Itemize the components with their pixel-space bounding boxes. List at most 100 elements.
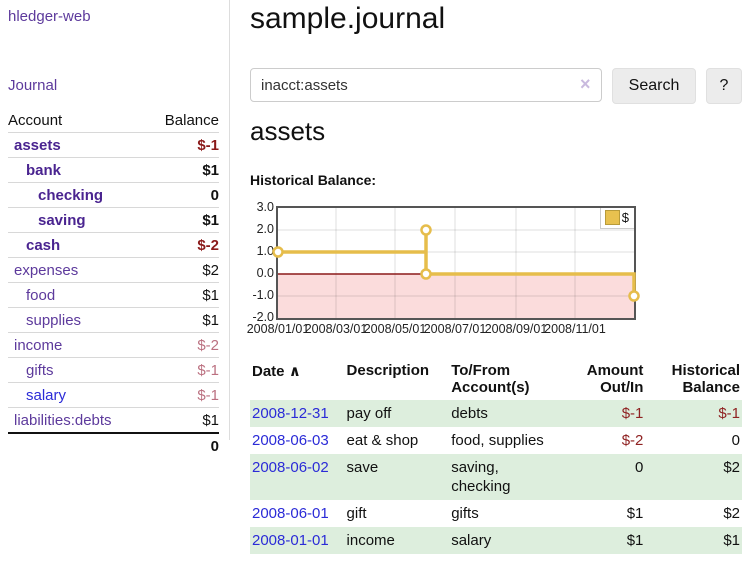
app-brand-link[interactable]: hledger-web: [8, 8, 91, 25]
x-tick: 2008/09/01: [484, 322, 548, 336]
col-header-account: To/From Account(s): [451, 362, 530, 396]
col-header-description: Description: [346, 362, 430, 379]
transaction-description: pay off: [346, 405, 392, 422]
register-row[interactable]: 2008-01-01 income salary $1 $1: [250, 527, 742, 554]
sidebar-item-expenses[interactable]: expenses: [14, 261, 79, 279]
data-point[interactable]: [420, 224, 432, 236]
sidebar-item-supplies[interactable]: supplies: [26, 311, 82, 329]
transaction-date-link[interactable]: 2008-06-03: [252, 432, 329, 449]
y-tick: 2.0: [256, 222, 274, 236]
balance-value: $-1: [197, 386, 219, 404]
balance-value: $-2: [197, 236, 219, 254]
accounts-table: Account Balance assets $-1 bank $1 checkin…: [8, 108, 219, 458]
page-title: sample.journal: [250, 2, 446, 35]
negative-region: [278, 274, 634, 318]
transaction-amount: 0: [635, 459, 644, 476]
balance-value: $-1: [197, 136, 219, 154]
accounts-col-account: Account: [8, 111, 63, 129]
sidebar-item-gifts[interactable]: gifts: [26, 361, 54, 379]
chart-title: Historical Balance:: [250, 172, 377, 188]
x-tick: 2008/11/01: [544, 322, 606, 336]
register-row[interactable]: 2008-06-02 save saving, checking 0 $2: [250, 454, 742, 500]
transaction-date-link[interactable]: 2008-06-01: [252, 505, 329, 522]
chart-legend: $: [599, 208, 634, 229]
search-form: × Search ?: [250, 68, 742, 106]
transaction-accounts: debts: [451, 405, 488, 422]
balance-chart[interactable]: $: [272, 206, 640, 320]
accounts-total: 0: [210, 437, 219, 455]
data-point[interactable]: [628, 290, 640, 302]
transaction-balance: 0: [731, 432, 740, 449]
col-header-balance: Historical Balance: [671, 362, 740, 396]
sidebar: hledger-web Journal Account Balance asse…: [0, 0, 230, 455]
balance-value: $-1: [197, 361, 219, 379]
balance-value: 0: [210, 186, 219, 204]
sidebar-item-journal[interactable]: Journal: [8, 77, 58, 94]
legend-label: $: [621, 210, 629, 225]
x-tick: 2008/01/01: [246, 322, 310, 336]
col-header-date[interactable]: Date ∧: [252, 363, 301, 380]
transaction-description: save: [346, 459, 379, 476]
sidebar-item-food[interactable]: food: [26, 286, 56, 304]
y-tick: 1.0: [256, 244, 274, 258]
transaction-amount: $1: [626, 505, 644, 522]
data-point[interactable]: [272, 246, 284, 258]
data-point[interactable]: [420, 268, 432, 280]
help-button[interactable]: ?: [706, 68, 742, 104]
x-tick: 2008/05/01: [363, 322, 427, 336]
transaction-accounts: saving, checking: [451, 459, 511, 495]
transaction-accounts: food, supplies: [451, 432, 544, 449]
transaction-balance: $-1: [718, 405, 740, 422]
transaction-accounts: salary: [451, 532, 492, 549]
sort-ascending-icon: ∧: [288, 363, 301, 380]
sidebar-item-cash[interactable]: cash: [26, 236, 61, 254]
search-button[interactable]: Search: [612, 68, 696, 104]
balance-value: $-2: [197, 336, 219, 354]
sidebar-item-assets[interactable]: assets: [14, 136, 61, 154]
transaction-date-link[interactable]: 2008-06-02: [252, 459, 329, 476]
clear-search-icon[interactable]: ×: [580, 74, 591, 94]
transaction-amount: $-2: [621, 432, 644, 449]
balance-value: $2: [202, 261, 219, 279]
col-header-amount: Amount Out/In: [586, 362, 644, 396]
transaction-balance: $1: [723, 532, 740, 549]
transaction-balance: $2: [723, 459, 740, 476]
sidebar-item-liabilities-debts[interactable]: liabilities:debts: [14, 411, 112, 429]
transaction-accounts: gifts: [451, 505, 479, 522]
register-row[interactable]: 2008-06-01 gift gifts $1 $2: [250, 500, 742, 527]
register-row[interactable]: 2008-06-03 eat & shop food, supplies $-2…: [250, 427, 742, 454]
main-content: sample.journal × Search ? assets Histori…: [246, 0, 742, 582]
x-tick: 2008/03/01: [304, 322, 368, 336]
y-tick: -2.0: [252, 310, 274, 324]
transaction-description: gift: [346, 505, 367, 522]
balance-value: $1: [202, 411, 219, 429]
transaction-amount: $1: [626, 532, 644, 549]
register-row[interactable]: 2008-12-31 pay off debts $-1 $-1: [250, 400, 742, 427]
transaction-date-link[interactable]: 2008-12-31: [252, 405, 329, 422]
sidebar-item-checking[interactable]: checking: [38, 186, 104, 204]
transaction-amount: $-1: [621, 405, 644, 422]
balance-value: $1: [202, 286, 219, 304]
search-input[interactable]: [250, 68, 602, 102]
chart-canvas: [272, 208, 640, 318]
y-tick: -1.0: [252, 288, 274, 302]
transaction-description: eat & shop: [346, 432, 419, 449]
balance-value: $1: [202, 211, 219, 229]
sidebar-item-bank[interactable]: bank: [26, 161, 62, 179]
transaction-balance: $2: [723, 505, 740, 522]
sidebar-item-salary[interactable]: salary: [26, 386, 67, 404]
transaction-date-link[interactable]: 2008-01-01: [252, 532, 329, 549]
accounts-col-balance: Balance: [164, 111, 219, 129]
balance-series-line: [278, 230, 636, 296]
x-tick: 2008/07/01: [423, 322, 487, 336]
account-heading: assets: [250, 116, 326, 146]
sidebar-item-saving[interactable]: saving: [38, 211, 86, 229]
transaction-description: income: [346, 532, 395, 549]
sidebar-item-income[interactable]: income: [14, 336, 63, 354]
balance-value: $1: [202, 311, 219, 329]
balance-value: $1: [202, 161, 219, 179]
y-tick: 0.0: [256, 266, 274, 280]
register-table: Date ∧ Description To/From Account(s) Am…: [250, 358, 742, 554]
y-tick: 3.0: [256, 200, 274, 214]
legend-swatch-icon: [604, 210, 620, 225]
